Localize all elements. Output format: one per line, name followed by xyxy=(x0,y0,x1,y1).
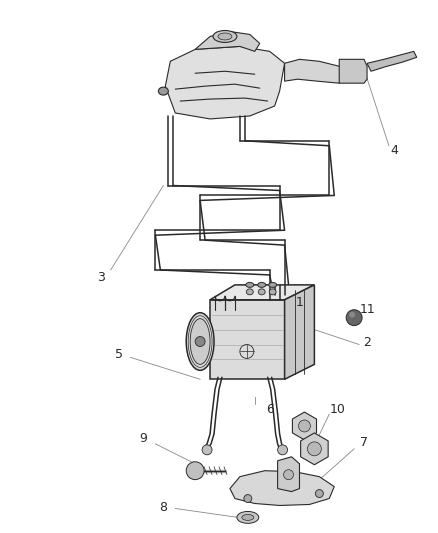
Text: 11: 11 xyxy=(359,303,375,316)
Ellipse shape xyxy=(218,33,232,40)
Text: 3: 3 xyxy=(97,271,105,285)
Circle shape xyxy=(244,495,252,503)
Text: 6: 6 xyxy=(266,402,274,416)
Polygon shape xyxy=(230,471,334,505)
Text: 10: 10 xyxy=(329,402,345,416)
Circle shape xyxy=(315,490,323,497)
Ellipse shape xyxy=(258,282,266,287)
Polygon shape xyxy=(278,457,300,491)
Polygon shape xyxy=(165,46,285,119)
Polygon shape xyxy=(285,285,314,379)
Circle shape xyxy=(278,445,288,455)
Text: 7: 7 xyxy=(360,437,368,449)
Ellipse shape xyxy=(268,282,277,287)
Polygon shape xyxy=(195,31,260,51)
Ellipse shape xyxy=(159,87,168,95)
Circle shape xyxy=(195,336,205,346)
Polygon shape xyxy=(210,285,314,300)
Circle shape xyxy=(349,312,355,318)
Polygon shape xyxy=(285,59,351,83)
Ellipse shape xyxy=(213,30,237,43)
Ellipse shape xyxy=(269,289,276,295)
Polygon shape xyxy=(210,300,285,379)
Text: 5: 5 xyxy=(115,348,123,361)
Circle shape xyxy=(346,310,362,326)
Circle shape xyxy=(186,462,204,480)
Circle shape xyxy=(298,420,311,432)
Polygon shape xyxy=(339,59,367,83)
Text: 8: 8 xyxy=(159,501,167,514)
Polygon shape xyxy=(367,51,417,71)
Text: 4: 4 xyxy=(390,144,398,157)
Ellipse shape xyxy=(237,512,259,523)
Circle shape xyxy=(283,470,293,480)
Ellipse shape xyxy=(242,514,254,520)
Text: 2: 2 xyxy=(363,336,371,349)
Ellipse shape xyxy=(186,313,214,370)
Text: 1: 1 xyxy=(296,296,304,309)
Circle shape xyxy=(202,445,212,455)
Ellipse shape xyxy=(258,289,265,295)
Text: 9: 9 xyxy=(140,432,148,446)
Ellipse shape xyxy=(246,282,254,287)
Ellipse shape xyxy=(190,319,210,365)
Ellipse shape xyxy=(246,289,253,295)
Circle shape xyxy=(307,442,321,456)
